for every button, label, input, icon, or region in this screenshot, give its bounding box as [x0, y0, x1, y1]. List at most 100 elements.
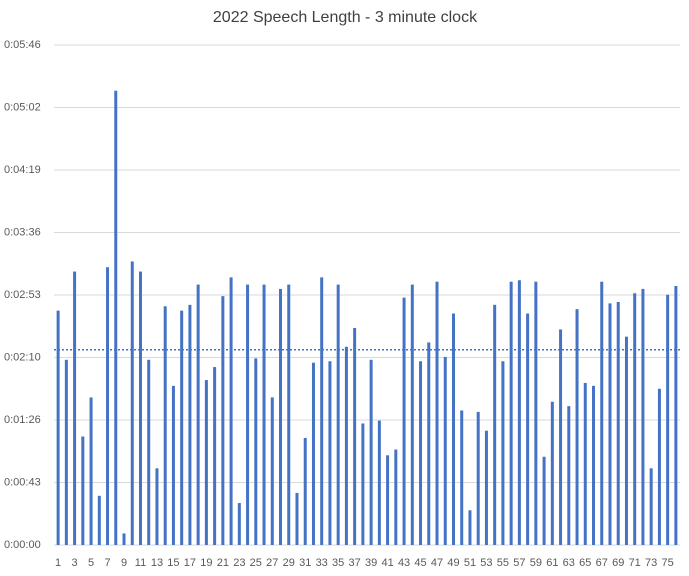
x-tick-label: 69	[612, 557, 624, 569]
bar	[402, 297, 406, 545]
bar	[336, 284, 340, 545]
bar	[64, 359, 68, 545]
bar	[311, 362, 315, 545]
y-tick-label: 0:02:53	[4, 289, 41, 301]
bar	[559, 329, 563, 545]
bar	[674, 286, 678, 545]
bar	[106, 267, 110, 545]
bar	[122, 533, 126, 545]
bar	[427, 342, 431, 545]
bar	[328, 361, 332, 545]
bar	[468, 510, 472, 545]
x-tick-label: 75	[662, 557, 674, 569]
x-tick-label: 59	[530, 557, 542, 569]
bar	[460, 410, 464, 545]
bar	[196, 284, 200, 545]
bar	[410, 284, 414, 545]
bar	[419, 361, 423, 545]
x-tick-label: 39	[365, 557, 377, 569]
bar	[550, 401, 554, 545]
bar	[254, 358, 258, 545]
y-tick-label: 0:05:02	[4, 101, 41, 113]
bar	[534, 281, 538, 545]
bar	[369, 359, 373, 545]
x-tick-label: 35	[332, 557, 344, 569]
bar	[114, 90, 118, 545]
x-tick-label: 41	[381, 557, 393, 569]
bar	[649, 468, 653, 545]
x-tick-label: 25	[250, 557, 262, 569]
bar	[575, 309, 579, 545]
x-tick-label: 19	[200, 557, 212, 569]
x-tick-label: 45	[414, 557, 426, 569]
x-tick-label: 21	[217, 557, 229, 569]
bar	[204, 380, 208, 545]
x-tick-label: 1	[55, 557, 61, 569]
bar	[509, 281, 513, 545]
y-tick-label: 0:00:43	[4, 476, 41, 488]
bar	[616, 301, 620, 545]
x-tick-label: 43	[398, 557, 410, 569]
x-tick-label: 3	[72, 557, 78, 569]
x-tick-label: 27	[266, 557, 278, 569]
bar	[633, 293, 637, 545]
x-tick-label: 51	[464, 557, 476, 569]
y-tick-label: 0:04:19	[4, 164, 41, 176]
x-tick-label: 47	[431, 557, 443, 569]
bar	[188, 304, 192, 545]
x-tick-label: 37	[349, 557, 361, 569]
bar	[608, 303, 612, 545]
bar	[320, 277, 324, 545]
x-tick-label: 5	[88, 557, 94, 569]
x-tick-label: 23	[233, 557, 245, 569]
bar	[435, 281, 439, 545]
bar	[641, 288, 645, 545]
bar	[229, 277, 233, 545]
x-tick-label: 49	[447, 557, 459, 569]
bar	[237, 503, 241, 545]
x-tick-label: 57	[513, 557, 525, 569]
y-tick-label: 0:00:00	[4, 539, 41, 551]
bar	[666, 294, 670, 545]
bar	[287, 284, 291, 545]
bar	[600, 281, 604, 545]
bar	[246, 284, 250, 545]
bar	[394, 449, 398, 545]
x-tick-label: 33	[316, 557, 328, 569]
x-tick-label: 29	[283, 557, 295, 569]
bar	[73, 271, 77, 545]
bar	[484, 430, 488, 545]
x-tick-label: 65	[579, 557, 591, 569]
y-tick-label: 0:03:36	[4, 226, 41, 238]
bar	[567, 406, 571, 545]
bar	[155, 468, 159, 545]
x-tick-label: 67	[596, 557, 608, 569]
x-tick-label: 9	[121, 557, 127, 569]
bar	[624, 336, 628, 545]
bar	[361, 423, 365, 545]
x-tick-label: 53	[480, 557, 492, 569]
bar	[303, 437, 307, 545]
bar	[501, 361, 505, 545]
bar	[526, 313, 530, 545]
x-tick-label: 73	[645, 557, 657, 569]
bar	[344, 346, 348, 545]
y-tick-label: 0:01:26	[4, 414, 41, 426]
bar	[138, 271, 142, 545]
x-tick-label: 55	[497, 557, 509, 569]
bar	[163, 306, 167, 545]
bar	[213, 367, 217, 545]
bar	[221, 296, 225, 545]
bar	[97, 495, 101, 545]
bar	[657, 388, 661, 545]
x-tick-label: 61	[546, 557, 558, 569]
y-tick-label: 0:02:10	[4, 351, 41, 363]
bar	[493, 304, 497, 545]
bar	[517, 280, 521, 545]
chart-title: 2022 Speech Length - 3 minute clock	[213, 9, 478, 26]
bar	[56, 310, 60, 545]
bar	[451, 313, 455, 545]
bar	[147, 359, 151, 545]
bar	[592, 385, 596, 545]
